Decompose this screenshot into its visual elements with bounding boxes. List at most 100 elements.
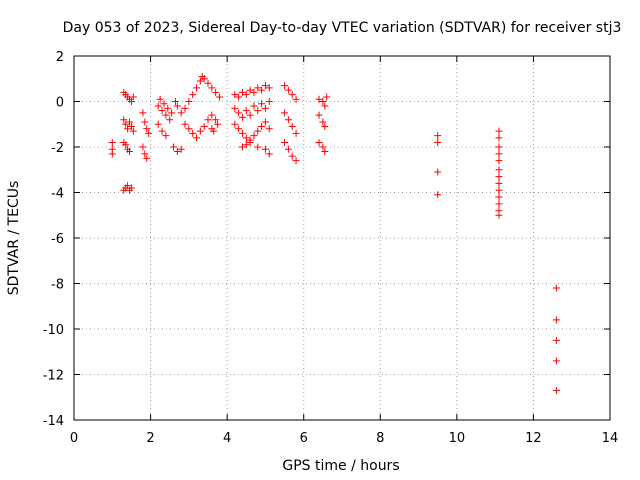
data-point bbox=[189, 91, 197, 99]
data-point bbox=[246, 111, 254, 119]
data-point bbox=[173, 148, 181, 156]
data-point bbox=[495, 179, 503, 187]
data-point bbox=[210, 127, 218, 135]
data-point bbox=[139, 143, 147, 151]
data-point bbox=[127, 123, 135, 131]
data-point bbox=[158, 107, 166, 115]
data-point bbox=[261, 118, 269, 126]
data-point bbox=[495, 166, 503, 174]
data-point bbox=[231, 91, 239, 99]
data-point bbox=[321, 102, 329, 110]
data-point bbox=[122, 120, 130, 128]
data-point bbox=[495, 186, 503, 194]
data-point bbox=[254, 127, 262, 135]
data-point bbox=[212, 116, 220, 124]
data-point bbox=[261, 82, 269, 90]
data-point bbox=[185, 125, 193, 133]
data-point bbox=[238, 129, 246, 137]
data-point bbox=[321, 123, 329, 131]
data-point bbox=[193, 134, 201, 142]
data-point bbox=[143, 154, 151, 162]
data-point bbox=[129, 93, 137, 101]
data-point bbox=[177, 109, 185, 117]
data-point bbox=[108, 138, 116, 146]
x-tick-label: 8 bbox=[376, 431, 384, 446]
data-point bbox=[231, 120, 239, 128]
data-point bbox=[177, 145, 185, 153]
data-point bbox=[173, 102, 181, 110]
data-point bbox=[242, 91, 250, 99]
data-point bbox=[261, 145, 269, 153]
data-point bbox=[254, 143, 262, 151]
data-point bbox=[284, 116, 292, 124]
data-point bbox=[495, 193, 503, 201]
grid bbox=[74, 56, 610, 420]
data-point bbox=[495, 127, 503, 135]
data-point bbox=[185, 98, 193, 105]
data-point bbox=[235, 125, 243, 133]
data-point bbox=[156, 95, 164, 103]
data-point bbox=[552, 284, 560, 292]
y-tick-label: -6 bbox=[51, 232, 64, 247]
data-point bbox=[495, 157, 503, 165]
y-tick-label: -12 bbox=[43, 369, 64, 384]
data-point bbox=[323, 93, 331, 101]
data-point bbox=[265, 125, 273, 133]
data-point bbox=[212, 88, 220, 96]
data-point bbox=[215, 93, 223, 101]
x-tick-label: 14 bbox=[602, 431, 619, 446]
data-points bbox=[108, 72, 560, 394]
data-point bbox=[204, 116, 212, 124]
data-point bbox=[139, 109, 147, 117]
data-point bbox=[242, 107, 250, 115]
data-point bbox=[265, 98, 273, 105]
data-point bbox=[434, 191, 442, 199]
data-point bbox=[238, 143, 246, 151]
data-point bbox=[288, 123, 296, 131]
data-point bbox=[196, 127, 204, 135]
data-point bbox=[258, 123, 266, 131]
x-tick-label: 6 bbox=[300, 431, 308, 446]
data-point bbox=[495, 211, 503, 219]
y-tick-label: -10 bbox=[43, 323, 64, 338]
x-tick-label: 2 bbox=[146, 431, 154, 446]
y-tick-label: -8 bbox=[51, 278, 64, 293]
data-point bbox=[495, 200, 503, 208]
data-point bbox=[126, 118, 134, 126]
data-point bbox=[315, 111, 323, 119]
data-point bbox=[164, 104, 172, 112]
data-point bbox=[292, 95, 300, 103]
data-point bbox=[141, 150, 149, 158]
data-point bbox=[126, 148, 134, 156]
data-point bbox=[120, 116, 128, 124]
data-point bbox=[284, 145, 292, 153]
data-point bbox=[281, 109, 289, 117]
data-point bbox=[246, 86, 254, 94]
x-tick-labels: 0 2 4 6 8 10 12 14 bbox=[70, 431, 618, 446]
data-point bbox=[254, 84, 262, 92]
data-point bbox=[208, 111, 216, 119]
data-point bbox=[124, 182, 132, 190]
y-tick-label: -4 bbox=[51, 187, 64, 202]
data-point bbox=[143, 125, 151, 133]
x-tick-label: 10 bbox=[449, 431, 466, 446]
data-point bbox=[495, 134, 503, 142]
data-point bbox=[127, 98, 135, 105]
data-point bbox=[166, 116, 174, 124]
data-point bbox=[242, 134, 250, 142]
data-point bbox=[288, 152, 296, 160]
y-tick-label: 0 bbox=[56, 96, 64, 111]
data-point bbox=[495, 143, 503, 151]
data-point bbox=[495, 150, 503, 158]
data-point bbox=[181, 120, 189, 128]
data-point bbox=[127, 184, 135, 192]
data-point bbox=[196, 77, 204, 85]
data-point bbox=[319, 143, 327, 151]
data-point bbox=[235, 109, 243, 117]
data-point bbox=[288, 91, 296, 99]
data-point bbox=[158, 127, 166, 135]
data-point bbox=[250, 132, 258, 140]
y-tick-labels: -14 -12 -10 -8 -6 -4 -2 0 2 bbox=[43, 50, 64, 429]
data-point bbox=[265, 84, 273, 92]
data-point bbox=[129, 127, 137, 135]
